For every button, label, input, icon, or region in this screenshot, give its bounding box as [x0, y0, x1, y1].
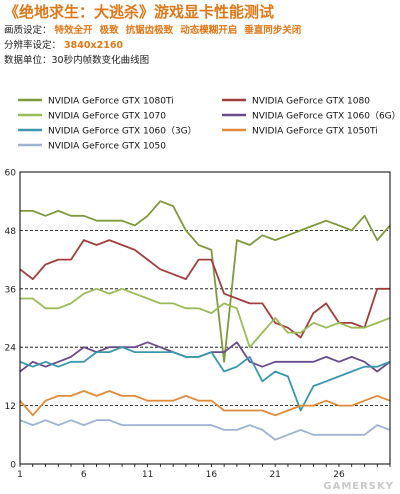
y-tick-label: 36	[5, 285, 17, 295]
chart-grid	[20, 229, 390, 407]
watermark: GAMERSKY	[323, 481, 394, 492]
x-tick-label: 1	[17, 470, 23, 478]
x-tick-label: 16	[206, 470, 218, 478]
fps-line-chart: NVIDIA GeForce GTX 1080Ti NVIDIA GeForce …	[5, 97, 400, 479]
plot-frame	[19, 171, 391, 465]
resolution-label: 分辨率设定：	[4, 40, 62, 51]
legend-label: NVIDIA GeForce GTX 1060（3G）	[48, 126, 197, 137]
page-title: 《绝地求生：大逃杀》游戏显卡性能测试	[4, 3, 275, 21]
unit-text: 数据单位：30秒内帧数变化曲线图	[4, 55, 150, 66]
x-tick-label: 11	[142, 470, 153, 478]
quality-settings: 画质设定： 特效全开 极致 抗锯齿极致 动态模糊开启 垂直同步关闭	[4, 24, 396, 39]
y-tick-label: 0	[10, 461, 16, 471]
resolution-settings: 分辨率设定： 3840x2160	[4, 39, 396, 54]
quality-label: 画质设定：	[4, 25, 52, 36]
chart-legend: NVIDIA GeForce GTX 1080Ti NVIDIA GeForce …	[18, 97, 400, 152]
legend-label: NVIDIA GeForce GTX 1070	[48, 112, 166, 122]
quality-item: 极致	[99, 25, 119, 36]
quality-item: 特效全开	[54, 25, 93, 36]
resolution-value: 3840x2160	[64, 40, 124, 51]
series-line	[20, 200, 391, 363]
quality-item: 动态模糊开启	[180, 25, 238, 36]
chart-series	[19, 200, 391, 441]
header: 《绝地求生：大逃杀》游戏显卡性能测试 画质设定： 特效全开 极致 抗锯齿极致 动…	[4, 2, 396, 69]
legend-label: NVIDIA GeForce GTX 1050Ti	[252, 127, 378, 137]
y-tick-label: 12	[5, 402, 16, 412]
x-tick-label: 6	[81, 470, 87, 478]
series-line	[19, 239, 390, 339]
series-line	[20, 287, 391, 349]
series-line	[19, 341, 391, 373]
legend-label: NVIDIA GeForce GTX 1050	[48, 142, 166, 152]
legend-label: NVIDIA GeForce GTX 1060（6G）	[252, 111, 400, 122]
legend-label: NVIDIA GeForce GTX 1080Ti	[48, 97, 174, 107]
y-tick-label: 24	[5, 344, 17, 354]
quality-item: 抗锯齿极致	[125, 25, 174, 36]
series-line	[19, 390, 391, 417]
y-tick-label: 48	[5, 227, 17, 237]
x-tick-label: 26	[333, 470, 345, 478]
y-tick-label: 60	[5, 169, 17, 179]
quality-item: 垂直同步关闭	[244, 25, 302, 36]
series-line	[19, 419, 391, 441]
legend-label: NVIDIA GeForce GTX 1080	[252, 97, 370, 107]
x-tick-label: 21	[269, 470, 280, 478]
series-line	[19, 346, 391, 412]
